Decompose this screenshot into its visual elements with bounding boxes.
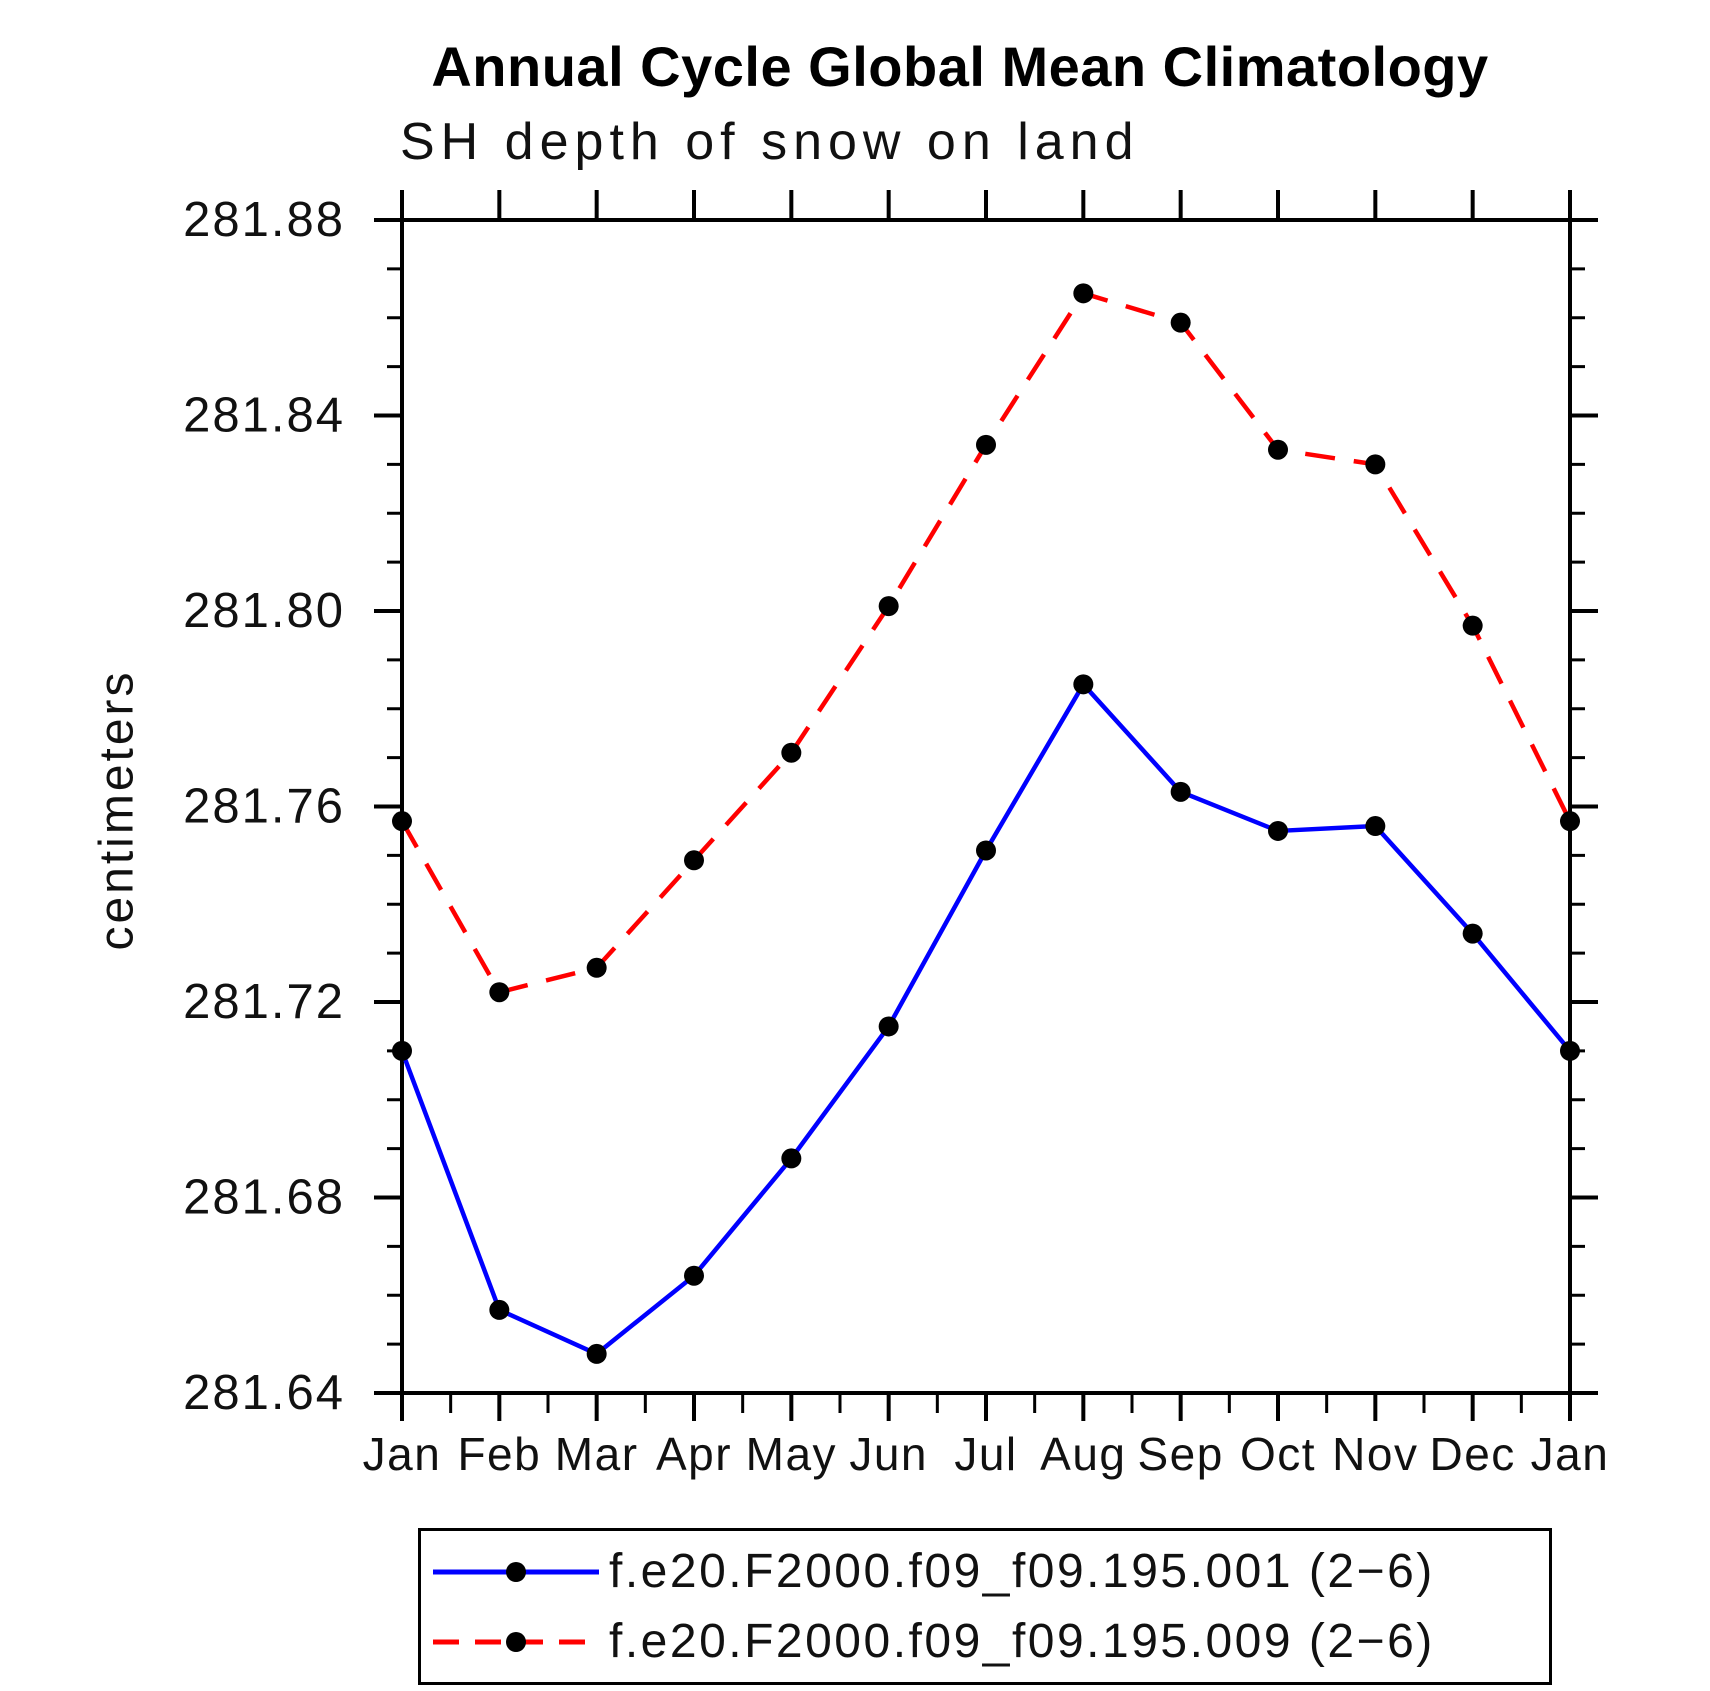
legend-marker-dot <box>506 1631 526 1652</box>
data-point-marker <box>1560 811 1580 832</box>
data-point-marker <box>586 957 607 978</box>
x-tick-label: Jan <box>1531 1428 1610 1480</box>
legend-row-series-1: f.e20.F2000.f09_f09.195.001 (2−6) <box>421 1537 1549 1607</box>
chart-subtitle: SH depth of snow on land <box>400 113 1140 171</box>
data-point-marker <box>392 811 412 832</box>
data-point-marker <box>781 1148 802 1169</box>
data-point-marker <box>781 742 802 763</box>
data-point-marker <box>1268 439 1288 460</box>
data-point-marker <box>1462 615 1483 636</box>
data-point-marker <box>1073 674 1094 695</box>
x-tick-label: Jun <box>849 1428 928 1480</box>
data-point-marker <box>878 596 899 617</box>
x-tick-label: May <box>746 1428 837 1480</box>
data-point-marker <box>1365 816 1386 837</box>
x-tick-label: Sep <box>1137 1428 1223 1480</box>
legend-marker-dot <box>506 1561 526 1582</box>
y-tick-label: 281.76 <box>183 780 345 834</box>
data-point-marker <box>1268 820 1288 841</box>
plot-frame <box>400 218 1572 1395</box>
x-tick-label: Jul <box>954 1428 1017 1480</box>
data-point-marker <box>976 840 996 861</box>
data-point-marker <box>1170 781 1191 802</box>
x-tick-label: Nov <box>1332 1428 1418 1480</box>
y-tick-label: 281.88 <box>183 193 345 247</box>
y-tick-label: 281.68 <box>183 1171 345 1225</box>
x-tick-label: Apr <box>656 1428 732 1480</box>
data-point-marker <box>392 1040 412 1061</box>
series-line-2 <box>400 291 1573 995</box>
data-point-marker <box>684 850 704 871</box>
data-point-marker <box>489 982 510 1003</box>
y-tick-label: 281.84 <box>183 389 345 443</box>
legend-row-series-2: f.e20.F2000.f09_f09.195.009 (2−6) <box>421 1607 1549 1677</box>
legend: f.e20.F2000.f09_f09.195.001 (2−6) f.e20.… <box>418 1528 1552 1685</box>
x-tick-label: Feb <box>457 1428 541 1480</box>
data-point-marker <box>1365 454 1386 475</box>
legend-line-sample-dashed <box>433 1631 599 1652</box>
y-tick-label: 281.64 <box>183 1366 345 1420</box>
data-point-marker <box>489 1299 510 1320</box>
data-point-marker <box>1073 283 1094 304</box>
data-point-marker <box>1462 923 1483 944</box>
y-tick-label: 281.72 <box>183 975 345 1029</box>
series-line-1 <box>399 682 1572 1357</box>
data-point-marker <box>976 434 996 455</box>
x-tick-label: Dec <box>1430 1428 1516 1480</box>
legend-label-series-2: f.e20.F2000.f09_f09.195.009 (2−6) <box>609 1615 1435 1668</box>
y-tick-label: 281.80 <box>183 584 345 638</box>
x-tick-label: Oct <box>1240 1428 1316 1480</box>
legend-line-sample-solid <box>433 1561 599 1582</box>
chart-title: Annual Cycle Global Mean Climatology <box>431 35 1489 98</box>
data-point-marker <box>878 1016 899 1037</box>
data-point-marker <box>1560 1040 1580 1061</box>
data-point-marker <box>684 1265 704 1286</box>
x-tick-label: Aug <box>1040 1428 1126 1480</box>
x-tick-label: Jan <box>363 1428 442 1480</box>
data-point-marker <box>586 1343 607 1364</box>
x-tick-label: Mar <box>555 1428 639 1480</box>
data-point-marker <box>1170 312 1191 333</box>
legend-label-series-1: f.e20.F2000.f09_f09.195.001 (2−6) <box>609 1545 1435 1598</box>
